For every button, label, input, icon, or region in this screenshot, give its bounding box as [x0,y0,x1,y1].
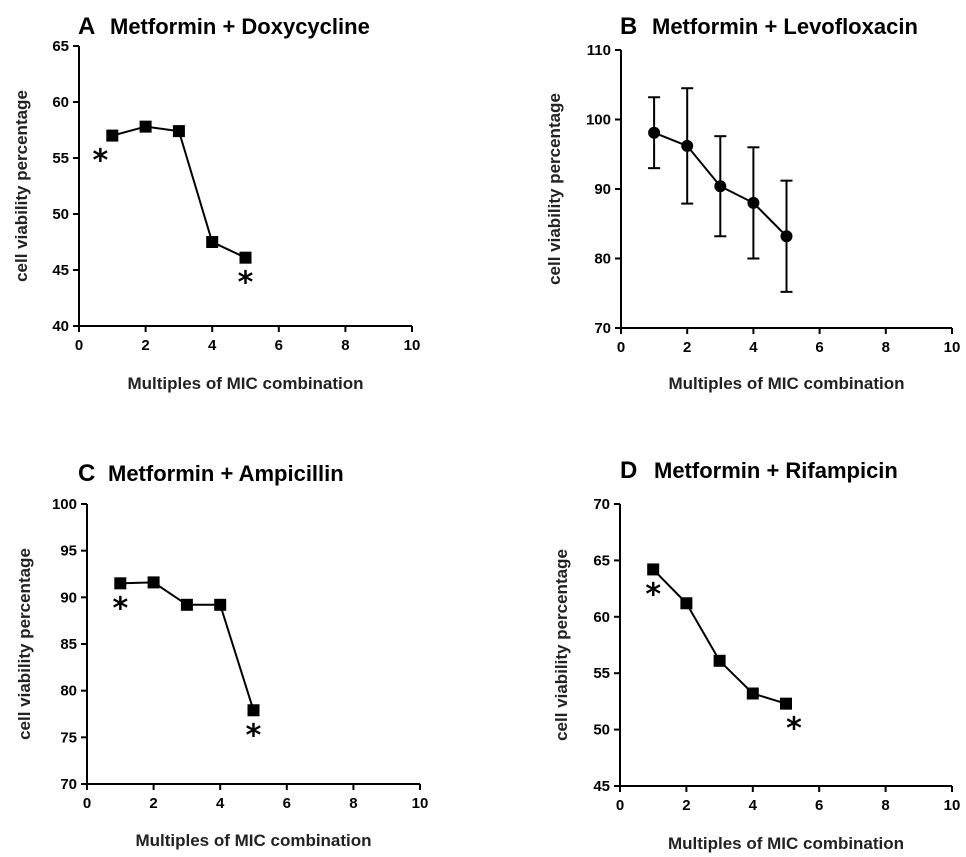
series-line [652,568,787,705]
x-tick-label: 0 [617,339,625,356]
x-tick-label: 4 [749,797,758,814]
significance-marker: * [786,712,802,747]
chart-title: Metformin + Levofloxacin [652,14,918,39]
x-tick-label: 10 [412,795,429,812]
x-tick-label: 8 [881,797,889,814]
data-point [680,597,693,610]
x-tick-label: 0 [83,795,91,812]
x-axis-label: Multiples of MIC combination [135,831,371,850]
x-tick-label: 10 [404,337,421,354]
y-tick-label: 55 [52,150,69,167]
y-axis-label: cell viability percentage [15,548,34,740]
x-tick-label: 6 [275,337,283,354]
data-point [746,687,759,700]
y-tick-label: 65 [52,38,69,55]
data-point [780,230,793,243]
y-tick-label: 95 [60,543,77,560]
chart-title: Metformin + Ampicillin [108,461,344,486]
data-point [780,697,792,710]
chart-panel-a: A Metformin + Doxycycline 0 2 4 6 8 10 40 45 50 55 6… [12,13,420,393]
y-tick-label: 65 [593,552,610,569]
chart-panel-b: B Metformin + Levofloxacin 0 2 4 6 8 10 70 80 90 10… [545,13,960,393]
chart-title: Metformin + Rifampicin [654,458,898,483]
x-tick-label: 8 [341,337,349,354]
x-axis-label: Multiples of MIC combination [127,374,363,393]
y-tick-label: 70 [60,776,77,793]
y-tick-label: 70 [593,496,610,513]
y-tick-label: 90 [60,589,77,606]
x-tick-label: 2 [682,797,690,814]
panel-letter: D [620,457,637,484]
x-axis-label: Multiples of MIC combination [668,374,904,393]
x-tick-label: 4 [208,337,217,354]
x-axis-label: Multiples of MIC combination [668,834,904,853]
x-tick-label: 4 [216,795,225,812]
y-tick-label: 85 [60,636,77,653]
y-tick-label: 40 [52,318,69,335]
x-tick-label: 4 [749,339,758,356]
y-tick-label: 70 [594,320,611,337]
data-point [714,180,727,193]
x-tick-label: 2 [141,337,149,354]
x-tick-label: 6 [815,797,823,814]
significance-marker: * [645,577,661,612]
significance-marker: * [92,144,108,179]
data-point [106,129,119,142]
y-tick-label: 45 [52,262,69,279]
x-tick-label: 2 [149,795,157,812]
y-tick-label: 100 [52,496,77,513]
data-point [681,139,694,152]
panel-letter: A [78,13,95,40]
significance-marker: * [238,266,254,301]
data-point [713,654,726,667]
data-point [247,704,260,717]
data-point [214,598,227,611]
chart-panel-d: D Metformin + Rifampicin 0 2 4 6 8 10 45 50 55 60 65… [552,457,960,853]
y-tick-label: 60 [52,94,69,111]
y-tick-label: 55 [593,665,610,682]
data-point [180,598,193,611]
panel-letter: C [78,460,95,487]
chart-panel-c: C Metformin + Ampicillin 0 2 4 6 8 10 70 75 80 85 90… [15,460,428,850]
data-point [747,196,760,209]
data-point [139,120,152,133]
y-axis-label: cell viability percentage [12,90,31,282]
data-point [172,125,185,138]
y-tick-label: 50 [593,722,610,739]
significance-marker: * [112,591,128,626]
x-tick-label: 10 [944,339,961,356]
series-line [112,125,246,259]
y-tick-label: 75 [60,729,77,746]
x-tick-label: 6 [283,795,291,812]
y-tick-label: 80 [60,683,77,700]
x-tick-label: 0 [616,797,624,814]
data-point [114,577,127,590]
data-point [647,563,660,576]
y-axis-label: cell viability percentage [545,93,564,285]
x-tick-label: 8 [882,339,890,356]
data-point [147,576,160,589]
y-tick-label: 100 [586,112,611,129]
data-point [239,251,252,264]
x-tick-label: 2 [683,339,691,356]
data-point [206,236,219,248]
significance-marker: * [246,718,262,753]
y-tick-label: 60 [593,609,610,626]
y-tick-label: 45 [593,778,610,795]
x-tick-label: 10 [944,797,961,814]
x-tick-label: 0 [75,337,83,354]
y-tick-label: 90 [594,181,611,198]
y-axis-label: cell viability percentage [552,549,571,741]
x-tick-label: 6 [815,339,823,356]
y-tick-label: 110 [587,42,611,59]
chart-title: Metformin + Doxycycline [110,14,370,39]
panel-letter: B [620,13,637,40]
x-tick-label: 8 [349,795,357,812]
y-tick-label: 50 [52,206,69,223]
data-point [648,126,661,139]
y-tick-label: 80 [594,251,611,268]
